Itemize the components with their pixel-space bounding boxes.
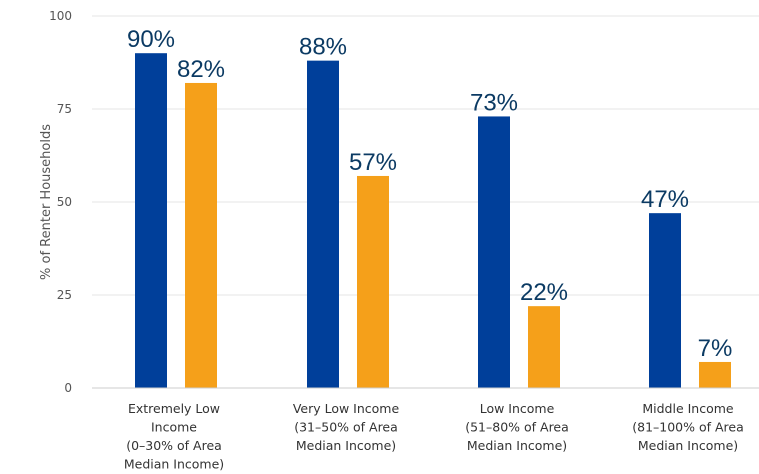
bar bbox=[649, 213, 681, 388]
data-label: 57% bbox=[349, 149, 397, 176]
data-label: 88% bbox=[299, 34, 347, 61]
x-tick-label: (0–30% of Area bbox=[126, 438, 222, 453]
y-tick-label: 25 bbox=[57, 288, 72, 302]
data-label: 22% bbox=[520, 279, 568, 306]
x-tick-label: Median Income) bbox=[124, 457, 224, 472]
y-tick-label: 75 bbox=[57, 102, 72, 116]
x-tick-label: Extremely Low bbox=[128, 401, 220, 416]
x-tick-label: (31–50% of Area bbox=[294, 420, 398, 435]
bar bbox=[357, 175, 389, 388]
x-tick-label: Median Income) bbox=[467, 438, 567, 453]
bar bbox=[135, 53, 167, 388]
bar bbox=[478, 116, 510, 388]
x-tick-label: Low Income bbox=[480, 401, 555, 416]
bars bbox=[135, 53, 731, 389]
y-axis-ticks: 0 25 50 75 100 bbox=[49, 9, 72, 395]
x-tick-label: (51–80% of Area bbox=[465, 420, 569, 435]
bar bbox=[307, 60, 339, 388]
data-label: 7% bbox=[698, 335, 733, 362]
data-labels: 90% 88% 73% 47% 82% 57% 22% 7% bbox=[127, 26, 732, 362]
y-tick-label: 0 bbox=[64, 381, 72, 395]
y-tick-label: 50 bbox=[57, 195, 72, 209]
x-tick-label: Very Low Income bbox=[293, 401, 400, 416]
data-label: 90% bbox=[127, 26, 175, 53]
y-tick-label: 100 bbox=[49, 9, 72, 23]
x-tick-label: Median Income) bbox=[638, 438, 738, 453]
bar bbox=[699, 361, 731, 388]
data-label: 82% bbox=[177, 56, 225, 83]
x-tick-label: Middle Income bbox=[642, 401, 734, 416]
data-label: 47% bbox=[641, 186, 689, 213]
x-axis-categories: Extremely Low Income (0–30% of Area Median … bbox=[124, 401, 744, 472]
data-label: 73% bbox=[470, 89, 518, 116]
bar bbox=[528, 306, 560, 388]
x-tick-label: (81–100% of Area bbox=[632, 420, 744, 435]
y-axis-label: % of Renter Households bbox=[39, 124, 54, 280]
x-tick-label: Median Income) bbox=[296, 438, 396, 453]
bar bbox=[185, 82, 217, 389]
x-tick-label: Income bbox=[151, 420, 197, 435]
